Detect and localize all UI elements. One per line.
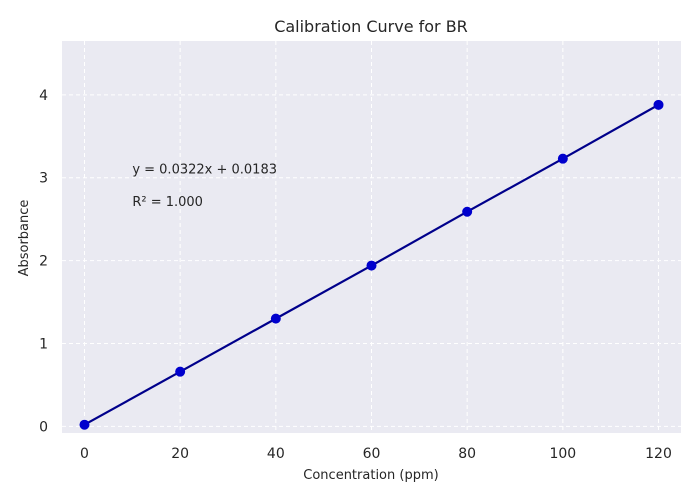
x-tick-label: 120 bbox=[645, 446, 672, 462]
data-point bbox=[366, 260, 377, 271]
x-tick-label: 40 bbox=[267, 446, 285, 462]
y-axis-ticks: 0 1 2 3 4 bbox=[39, 88, 48, 436]
data-point bbox=[653, 99, 664, 110]
annotations: y = 0.0322x + 0.0183 R² = 1.000 bbox=[132, 163, 277, 210]
y-tick-label: 1 bbox=[39, 336, 48, 352]
x-tick-label: 20 bbox=[171, 446, 189, 462]
x-axis-ticks: 0 20 40 60 80 100 120 bbox=[80, 446, 672, 462]
data-point bbox=[270, 313, 281, 324]
x-axis-label: Concentration (ppm) bbox=[303, 468, 438, 483]
y-axis-label: Absorbance bbox=[17, 200, 32, 277]
y-tick-label: 3 bbox=[39, 171, 48, 187]
equation-annotation: R² = 1.000 bbox=[132, 195, 203, 210]
y-tick-label: 2 bbox=[39, 254, 48, 270]
x-tick-label: 100 bbox=[549, 446, 576, 462]
y-tick-label: 4 bbox=[39, 88, 48, 104]
x-tick-label: 80 bbox=[458, 446, 476, 462]
data-point bbox=[462, 206, 473, 217]
data-point bbox=[557, 153, 568, 164]
chart-title: Calibration Curve for BR bbox=[274, 17, 468, 36]
y-tick-label: 0 bbox=[39, 419, 48, 435]
x-tick-label: 0 bbox=[80, 446, 89, 462]
data-series bbox=[79, 99, 664, 430]
data-point bbox=[175, 366, 186, 377]
equation-annotation: y = 0.0322x + 0.0183 bbox=[132, 163, 277, 178]
data-point bbox=[79, 419, 90, 430]
x-tick-label: 60 bbox=[363, 446, 381, 462]
